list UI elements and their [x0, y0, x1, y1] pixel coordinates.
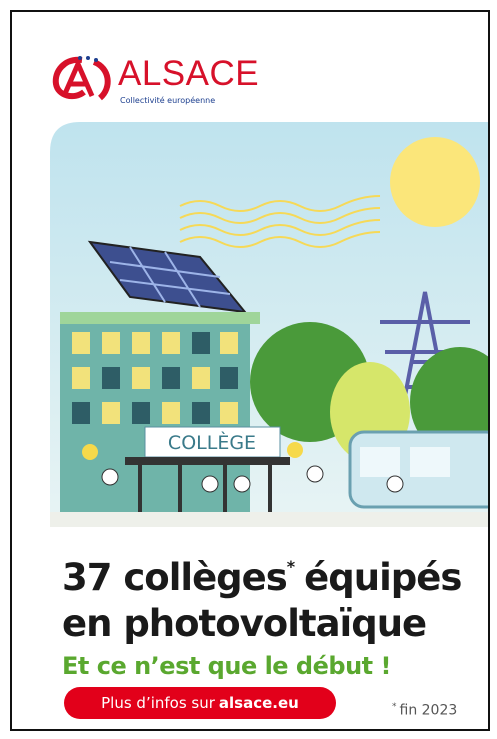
- button-link[interactable]: alsace.eu: [219, 694, 299, 712]
- headline-part: 37 collèges: [62, 556, 287, 599]
- headline-part: équipés: [304, 556, 461, 599]
- headline: 37 collèges* équipés: [62, 556, 461, 599]
- logo-tagline: Collectivité européenne: [120, 96, 215, 105]
- logo-mark: [50, 52, 120, 102]
- page: ALSACE Collectivité européenne: [0, 0, 497, 739]
- subheadline: Et ce n’est que le début !: [62, 652, 391, 680]
- school-sign: COLLÈGE: [168, 431, 256, 454]
- illustration: COLLÈGE: [50, 122, 490, 527]
- poster: ALSACE Collectivité européenne: [10, 10, 490, 731]
- footnote-text: fin 2023: [400, 703, 458, 719]
- button-text: Plus d’infos sur: [101, 694, 215, 712]
- footnote-mark: *: [392, 702, 397, 712]
- headline-mark: *: [287, 557, 294, 576]
- headline-line: en photovoltaïque: [62, 602, 426, 645]
- logo-name: ALSACE: [118, 54, 259, 94]
- footnote: *fin 2023: [392, 702, 457, 719]
